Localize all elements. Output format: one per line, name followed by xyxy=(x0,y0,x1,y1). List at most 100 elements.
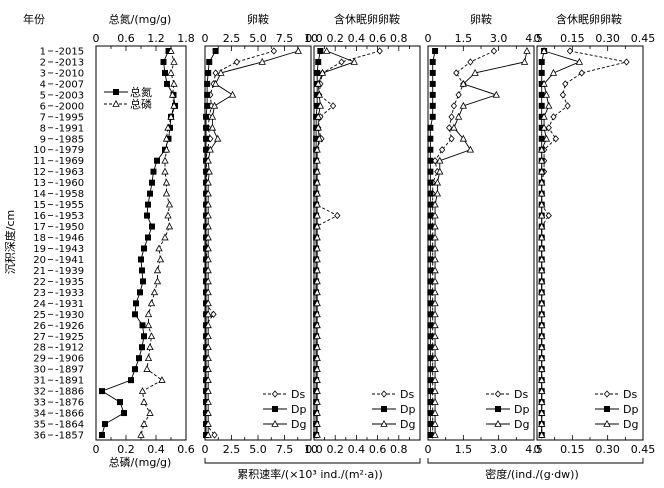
data-point-triangle xyxy=(538,222,546,230)
series-line xyxy=(207,50,299,435)
bottom-tick-label: 2.5 xyxy=(223,443,241,456)
year-tick-label: -1864 xyxy=(55,420,84,431)
data-point-square xyxy=(204,80,211,87)
data-point-triangle xyxy=(454,112,463,120)
depth-tick-label: 12 xyxy=(33,167,46,178)
data-point-square xyxy=(138,267,145,274)
depth-tick-label: 5 xyxy=(40,90,46,101)
data-point-triangle xyxy=(538,321,546,329)
year-tick-label: -1960 xyxy=(55,178,84,189)
legend-label: Dg xyxy=(623,418,638,431)
data-point-triangle xyxy=(431,277,439,285)
data-point-diamond xyxy=(494,390,502,398)
data-point-diamond xyxy=(467,58,474,66)
data-point-square xyxy=(160,58,167,65)
data-point-triangle xyxy=(314,79,322,87)
data-point-triangle xyxy=(431,419,439,427)
top-tick-label: 0 xyxy=(534,32,541,45)
data-point-square xyxy=(113,89,120,96)
data-point-square xyxy=(143,212,150,219)
data-point-triangle xyxy=(208,112,217,120)
data-point-diamond xyxy=(453,69,460,77)
data-point-square xyxy=(271,405,278,412)
data-point-diamond xyxy=(376,47,383,55)
top-tick-label: 1.8 xyxy=(177,32,195,45)
data-point-triangle xyxy=(433,189,442,197)
data-point-square xyxy=(135,355,142,362)
year-tick-label: -1946 xyxy=(55,233,84,244)
data-point-triangle xyxy=(313,222,321,230)
data-point-square xyxy=(429,91,436,98)
accumulation-group-label: 累积速率/(×10³ ind./(m²·a)) xyxy=(237,467,383,481)
top-tick-label: 2.5 xyxy=(223,32,241,45)
data-point-triangle xyxy=(538,167,546,175)
data-point-triangle xyxy=(147,332,156,340)
data-point-diamond xyxy=(623,58,630,66)
legend-label: 总氮 xyxy=(130,85,152,99)
data-point-triangle xyxy=(431,430,439,438)
data-point-triangle xyxy=(538,430,546,438)
data-point-triangle xyxy=(538,211,546,219)
legend: Ds Dp Dg xyxy=(263,388,306,431)
data-point-diamond xyxy=(338,58,345,66)
year-tick-label: -1930 xyxy=(55,310,84,321)
year-tick-label: -1925 xyxy=(55,332,84,343)
data-point-triangle xyxy=(538,299,546,307)
data-point-square xyxy=(150,168,157,175)
data-point-diamond xyxy=(603,390,611,398)
data-point-square xyxy=(206,58,213,65)
data-point-square xyxy=(203,124,210,131)
data-point-triangle xyxy=(538,277,546,285)
data-point-triangle xyxy=(158,376,166,383)
data-point-square xyxy=(121,410,128,417)
data-point-square xyxy=(148,223,155,230)
series-line xyxy=(541,50,627,435)
data-point-diamond xyxy=(450,102,458,110)
data-point-square xyxy=(427,190,434,197)
data-point-triangle xyxy=(315,134,323,142)
data-point-triangle xyxy=(217,68,225,76)
data-point-triangle xyxy=(431,376,439,383)
depth-tick-label: 25 xyxy=(33,310,46,321)
data-point-triangle xyxy=(204,343,212,351)
data-point-square xyxy=(117,399,124,406)
data-point-diamond xyxy=(566,47,574,55)
bottom-tick-label: 7.5 xyxy=(276,443,294,456)
year-tick-label: -1939 xyxy=(55,266,84,277)
data-point-triangle xyxy=(323,46,331,54)
top-tick-label: 0.0 xyxy=(305,32,323,45)
data-point-triangle xyxy=(313,354,321,362)
year-tick-label: -2000 xyxy=(55,101,84,112)
data-point-diamond xyxy=(490,47,498,55)
top-tick-label: 0.6 xyxy=(117,32,135,45)
data-point-triangle xyxy=(313,343,321,351)
legend: Ds Dp Dg xyxy=(486,388,529,431)
year-tick-label: -1866 xyxy=(55,409,84,420)
panel-frame xyxy=(427,45,535,441)
bottom-tick-label: 0 xyxy=(202,443,209,456)
top-tick-label: 1.5 xyxy=(455,32,473,45)
year-tick-label: -1933 xyxy=(55,288,84,299)
data-point-triangle xyxy=(431,255,439,263)
data-point-triangle xyxy=(164,211,172,219)
legend-label: Dp xyxy=(514,403,529,416)
data-point-triangle xyxy=(431,332,439,340)
data-point-triangle xyxy=(313,419,321,427)
data-point-triangle xyxy=(538,419,546,427)
data-point-triangle xyxy=(144,310,153,318)
bottom-tick-label: 0.2 xyxy=(326,443,344,456)
legend-label: Ds xyxy=(514,388,528,401)
year-tick-label: -1955 xyxy=(55,200,84,211)
data-point-square xyxy=(315,58,322,65)
bottom-tick-label: 4.5 xyxy=(525,443,543,456)
data-point-triangle xyxy=(313,266,321,274)
legend-label: Ds xyxy=(623,388,637,401)
data-point-triangle xyxy=(140,398,148,405)
data-point-triangle xyxy=(431,222,439,230)
depth-tick-label: 9 xyxy=(40,134,46,145)
data-point-square xyxy=(140,333,147,340)
data-point-triangle xyxy=(204,376,212,383)
data-point-triangle xyxy=(146,343,154,351)
depth-tick-label: 23 xyxy=(33,288,46,299)
data-point-triangle xyxy=(162,134,171,142)
